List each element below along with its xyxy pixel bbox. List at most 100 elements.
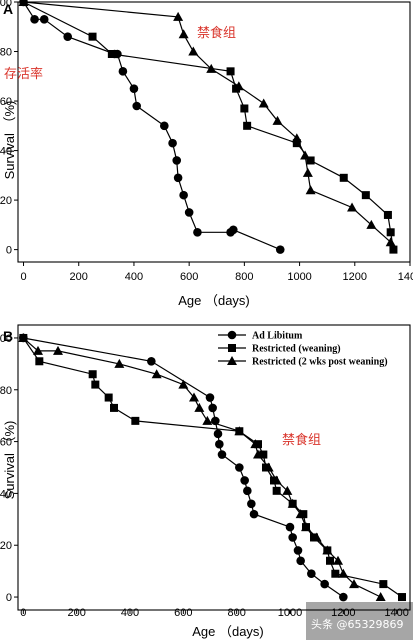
panel-b-series-3-triangle-point: [375, 592, 386, 602]
panel-b-letter: B: [3, 328, 13, 344]
panel-a-series-1-circle-point: [184, 208, 194, 217]
panel-a-annotation-fasting-group: 禁食组: [197, 25, 236, 41]
panel-b-series-3-triangle-point: [322, 545, 333, 555]
panel-a-ylabel: Survival （%): [2, 101, 17, 180]
panel-b-annotation-fasting-group: 禁食组: [282, 432, 321, 448]
panel-b-xtick-label: 200: [67, 607, 85, 619]
panel-b-series-2-square-point: [91, 380, 100, 389]
panel-b-series-1-circle-point: [240, 476, 249, 485]
panel-b-series-3-triangle-point: [250, 439, 261, 449]
panel-b-series-1-circle-point: [293, 546, 303, 555]
panel-b-series-3-triangle-point: [234, 426, 245, 436]
panel-b-series-1-circle-point: [288, 533, 297, 542]
panel-a-series-2-square-point: [386, 228, 395, 237]
panel-a-series-3-triangle-point: [188, 46, 199, 56]
legend-triangle-marker: [227, 356, 237, 365]
panel-b-xtick-label: 0: [20, 607, 26, 619]
panel-b-series-3-triangle-point: [253, 449, 263, 459]
panel-a-series-1-circle-point: [39, 15, 49, 24]
panel-b-xtick-label: 600: [174, 607, 192, 619]
panel-a-series-1-circle-point: [63, 32, 72, 41]
panel-a-series-3-triangle-point: [366, 219, 377, 229]
panel-a-series-1-circle-point: [118, 67, 128, 76]
panel-b-series-3-triangle-point: [311, 532, 322, 542]
legend-circle-label: Ad Libitum: [252, 331, 303, 342]
panel-a-series-1-circle-point: [173, 173, 183, 183]
panel-a-xtick-label: 800: [235, 271, 253, 283]
panel-b-series-3-triangle-point: [33, 345, 43, 355]
panel-a-series-1-circle-point: [179, 190, 188, 200]
watermark: 头条 @65329869: [306, 602, 413, 640]
panel-a-series-2-square-point: [226, 67, 235, 76]
panel-a-xtick-label: 1200: [343, 271, 367, 283]
panel-a-series-2-square-point: [306, 156, 315, 165]
panel-b-ticks: 0 200 400 600 800 1000 1200 1400 0 20 40 60 80 100: [0, 333, 409, 619]
panel-b-ytick-label: 40: [0, 488, 12, 500]
panel-b-xtick-label: 1400: [384, 607, 408, 619]
panel-a-series-2-square-point: [243, 121, 252, 130]
panel-b-series-2-square-point: [259, 450, 268, 459]
panel-a-series-3-triangle-point: [258, 98, 269, 108]
panel-a-ticks: 0 200 400 600 800 1000 1200 1400 0 20 40 60 80 100: [0, 0, 413, 283]
panel-a-series-3-triangle-point: [300, 150, 311, 160]
panel-b-series-2-square-point: [326, 556, 334, 565]
panel-b-series-3-triangle-point: [178, 379, 189, 389]
panel-a-series-1-line: [22, 1, 281, 251]
panel-b-series-3-triangle-point: [263, 462, 274, 472]
panel-a-series-1-circle-point: [168, 138, 177, 148]
panel-a-series-3-triangle-point: [233, 81, 244, 91]
legend-triangle-label: Restricted (2 wks post weaning): [252, 357, 388, 368]
panel-a-series-3-triangle-point: [302, 167, 313, 177]
panel-a-xtick-label: 400: [125, 271, 143, 283]
panel-b-series: [18, 332, 406, 602]
panel-a-ytick-label: 20: [0, 195, 12, 207]
panel-b-frame: [17, 324, 411, 611]
panel-a-series-1-circle-point: [30, 15, 39, 24]
panel-b-series-3-triangle-point: [53, 345, 63, 355]
panel-a-series-3-triangle-point: [206, 63, 217, 73]
panel-b-xtick-label: 800: [227, 607, 245, 619]
panel-a-xlabel: Age （days): [178, 293, 250, 308]
panel-a-series-3-triangle-point: [272, 115, 283, 125]
panel-b-series-2-square-point: [88, 370, 97, 379]
panel-a-ytick-label: 60: [0, 96, 12, 108]
panel-b-ytick-label: 80: [0, 385, 12, 397]
panel-b-xtick-label: 1200: [331, 607, 355, 619]
panel-a-ytick-label: 100: [0, 0, 12, 9]
panel-a-series-3-triangle-point: [385, 237, 396, 247]
panel-a-series-3-triangle-point: [291, 133, 302, 143]
panel-b-series-3-triangle-point: [282, 485, 293, 495]
panel-a-series-2-square-point: [88, 32, 97, 41]
panel-a-series-1-circle-point: [129, 84, 139, 93]
panel-b-legend: Ad Libitum Restricted (weaning) Restricted…: [218, 331, 388, 368]
panel-b-series-3-triangle-point: [287, 498, 298, 508]
panel-b-series-3-triangle-point: [194, 402, 205, 412]
panel-a-series-2-square-point: [292, 139, 301, 148]
panel-a-series-1-circle-point: [229, 225, 238, 235]
panel-b-xlabel: Age （days): [192, 624, 264, 639]
panel-a-series-3-triangle-point: [178, 29, 189, 39]
panel-b-series-3-triangle-point: [333, 555, 343, 565]
panel-b-series-3-triangle-point: [349, 579, 359, 589]
panel-b-series-2-square-point: [398, 593, 406, 602]
panel-a-series-1-circle-point: [193, 227, 202, 237]
panel-b-series-1-circle-point: [215, 439, 224, 449]
panel-b-series-1-circle-point: [320, 579, 329, 589]
panel-a-series-1-circle-point: [132, 101, 142, 111]
panel-a-series-3-triangle-point: [347, 202, 358, 212]
panel-a-xtick-label: 1400: [398, 271, 413, 283]
panel-b-series-3-triangle-point: [18, 332, 29, 342]
panel-a-series-1-circle-point: [275, 245, 285, 254]
panel-a-series-2-square-point: [240, 104, 249, 113]
panel-b-series-3-triangle-point: [301, 522, 311, 532]
panel-b-series-1-circle-point: [285, 522, 295, 532]
legend-circle-marker: [227, 330, 237, 340]
panel-a-series-2-square-point: [389, 245, 398, 254]
panel-b-series-1-circle-point: [235, 463, 244, 472]
panel-a-xtick-label: 200: [70, 271, 88, 283]
panel-b-series-1-circle-point: [217, 450, 227, 459]
panel-b-series-2-square-point: [331, 569, 340, 578]
panel-b-series-1-line: [23, 337, 344, 598]
panel-a: A 0200400600800100012001400020406080100 …: [0, 0, 413, 308]
